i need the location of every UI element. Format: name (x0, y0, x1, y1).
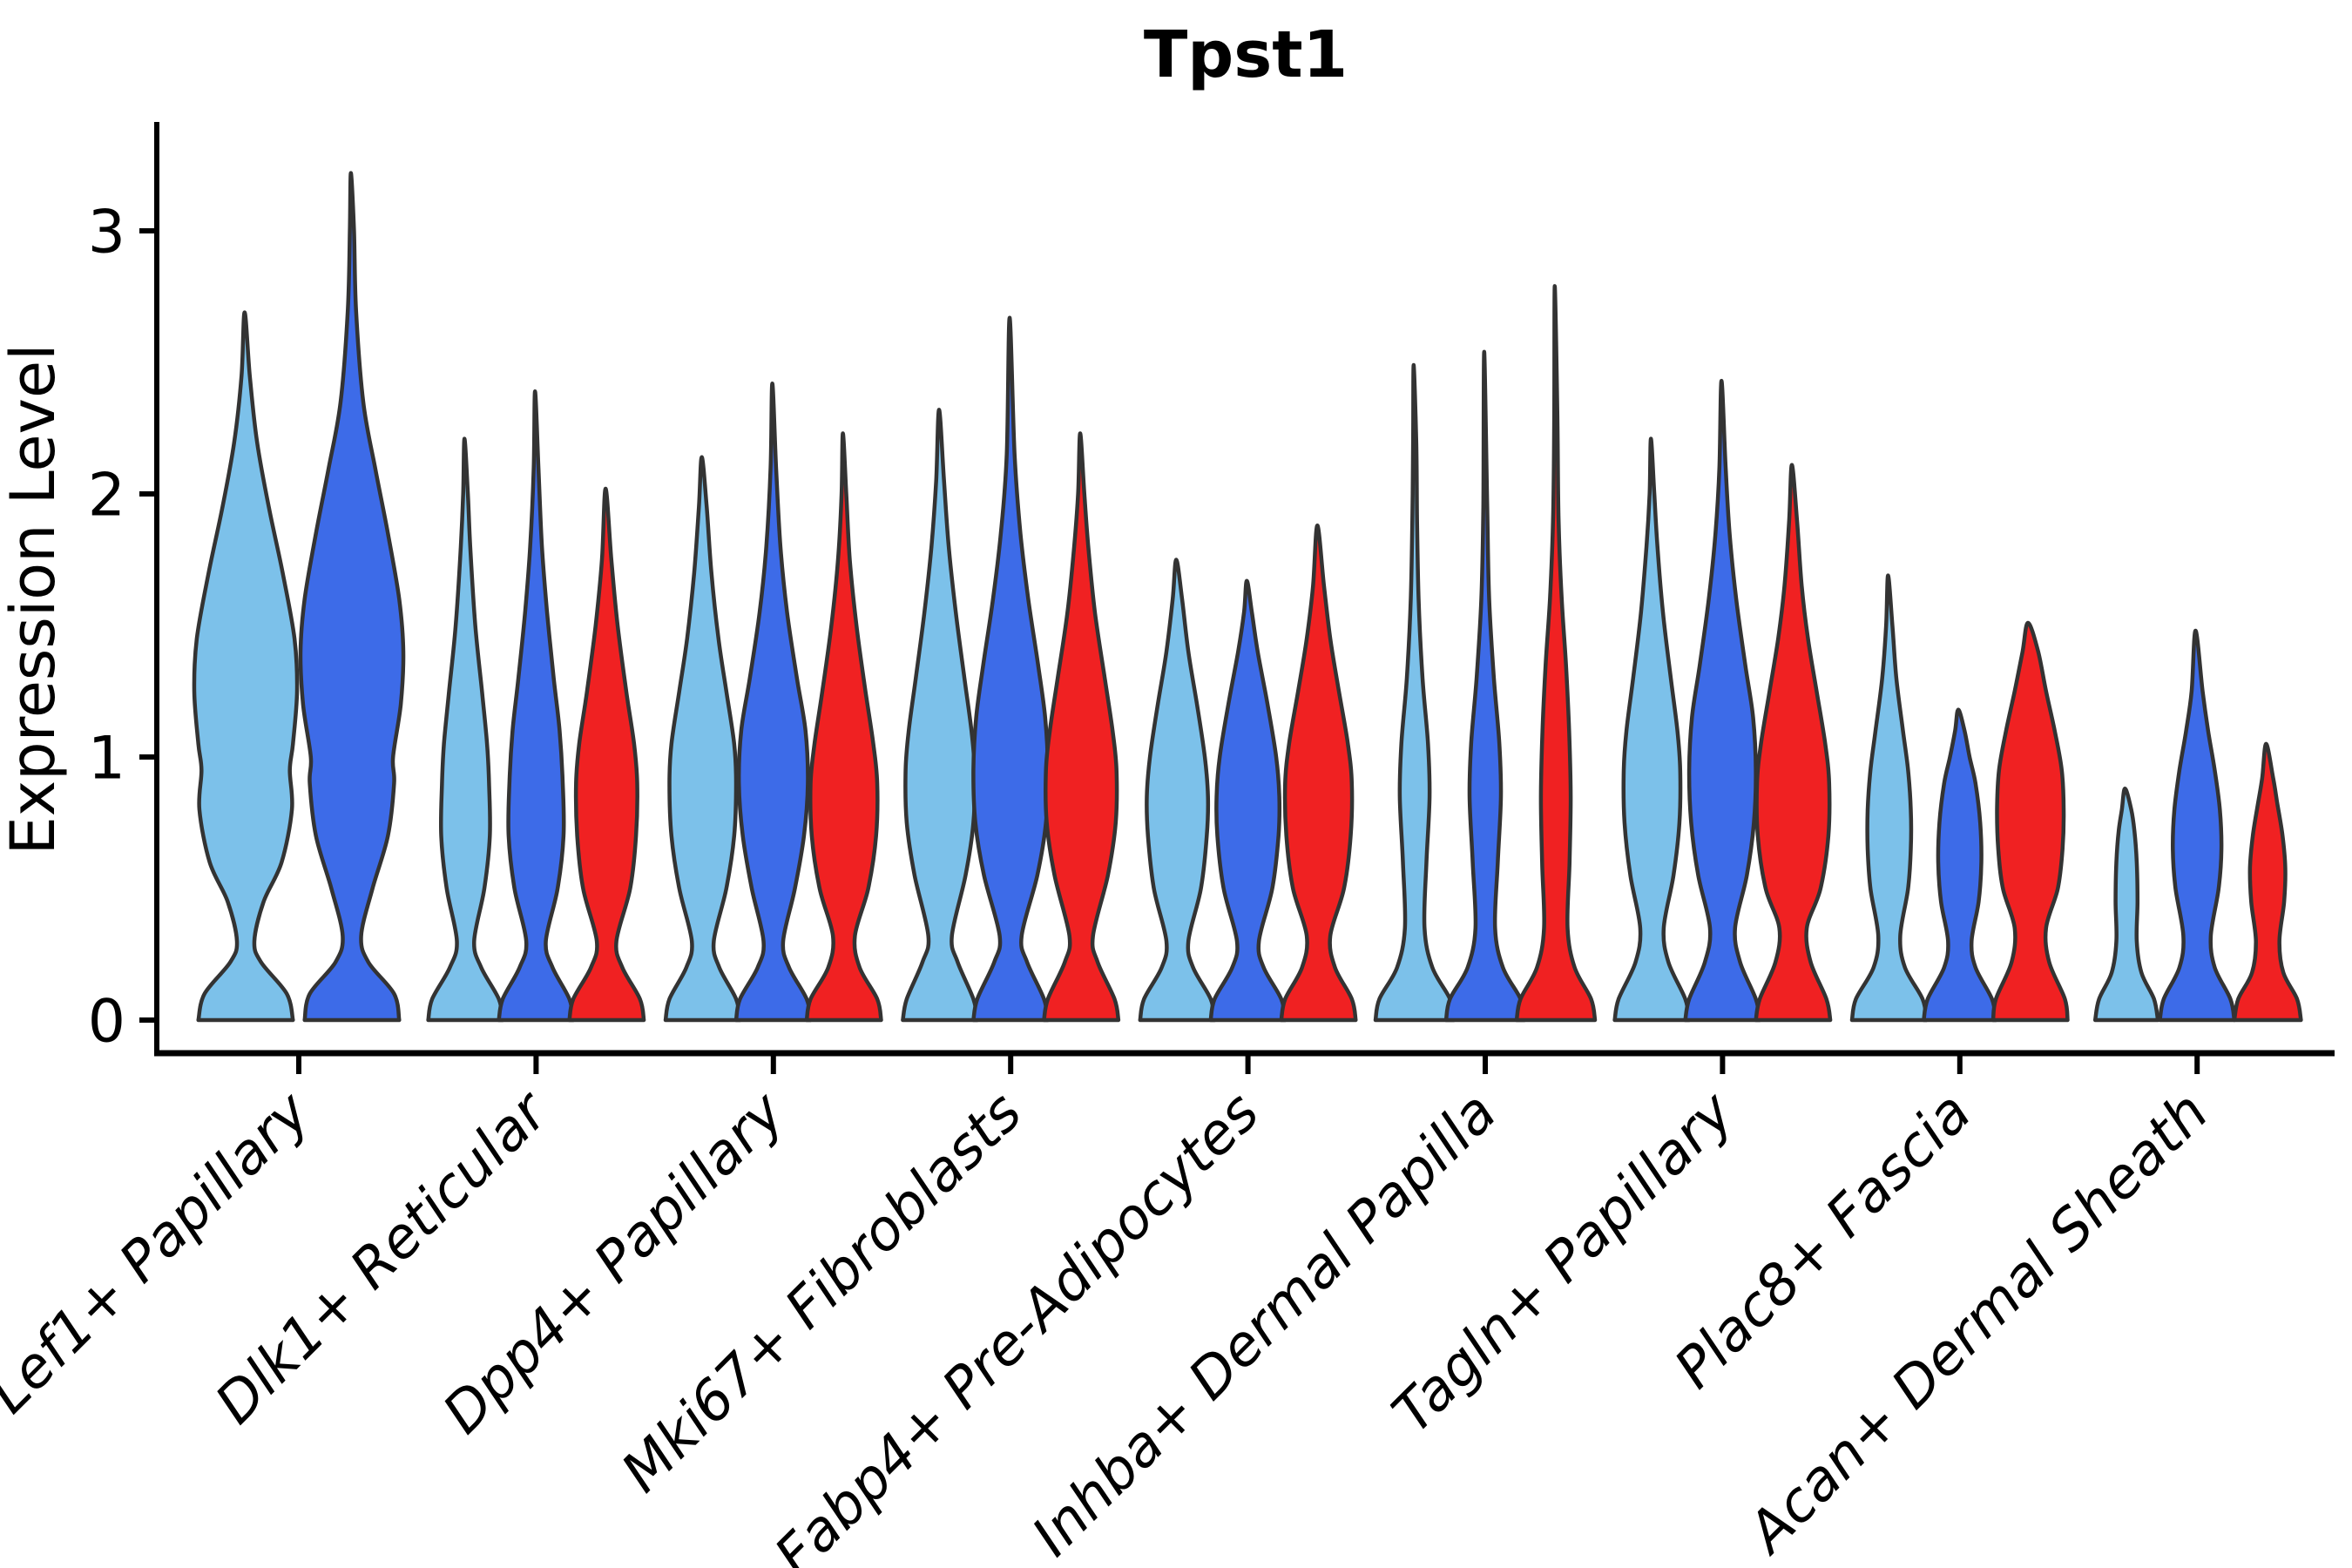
violin-dpp4-papillary-s3 (804, 431, 883, 1023)
violin-inhba-dermal-papilla-s2 (1443, 349, 1527, 1023)
y-tick-label-2: 2 (88, 461, 125, 530)
y-tick-label-1: 1 (88, 724, 125, 793)
y-tick-label-3: 3 (88, 198, 125, 267)
y-axis-label: Expression Level (0, 343, 69, 855)
violin-lef1-papillary-s2 (298, 171, 406, 1023)
violin-acan-dermal-sheath-s3 (2232, 741, 2303, 1023)
violin-mki67-fibroblasts-s3 (1042, 431, 1121, 1023)
violin-fabp4-pre-adipocytes-s3 (1279, 523, 1358, 1023)
violin-fabp4-pre-adipocytes-s1 (1138, 558, 1217, 1023)
violin-mki67-fibroblasts-s2 (971, 315, 1051, 1023)
violin-plac8-fascia-s3 (1990, 620, 2070, 1023)
violin-tagln-papillary-s1 (1612, 436, 1692, 1023)
violin-dpp4-papillary-s1 (663, 455, 742, 1023)
violin-acan-dermal-sheath-s2 (2158, 628, 2237, 1023)
violin-inhba-dermal-papilla-s3 (1514, 284, 1598, 1023)
violin-acan-dermal-sheath-s1 (2092, 786, 2160, 1023)
violin-dlk1-reticular-s3 (567, 486, 646, 1023)
violin-fabp4-pre-adipocytes-s2 (1208, 578, 1288, 1023)
violin-dlk1-reticular-s1 (426, 436, 505, 1023)
violin-inhba-dermal-papilla-s1 (1373, 362, 1456, 1023)
y-tick-label-0: 0 (88, 987, 125, 1056)
violin-dpp4-papillary-s2 (733, 381, 813, 1023)
violin-lef1-papillary-s1 (192, 310, 300, 1023)
violin-tagln-papillary-s3 (1754, 463, 1833, 1023)
chart-title: Tpst1 (1144, 17, 1348, 92)
violin-plac8-fascia-s2 (1922, 707, 1998, 1023)
violin-mki67-fibroblasts-s1 (901, 408, 980, 1023)
violin-tagln-papillary-s2 (1683, 378, 1762, 1023)
violin-plac8-fascia-s1 (1849, 573, 1929, 1023)
violins-layer (192, 171, 2303, 1023)
violin-dlk1-reticular-s2 (497, 389, 576, 1023)
